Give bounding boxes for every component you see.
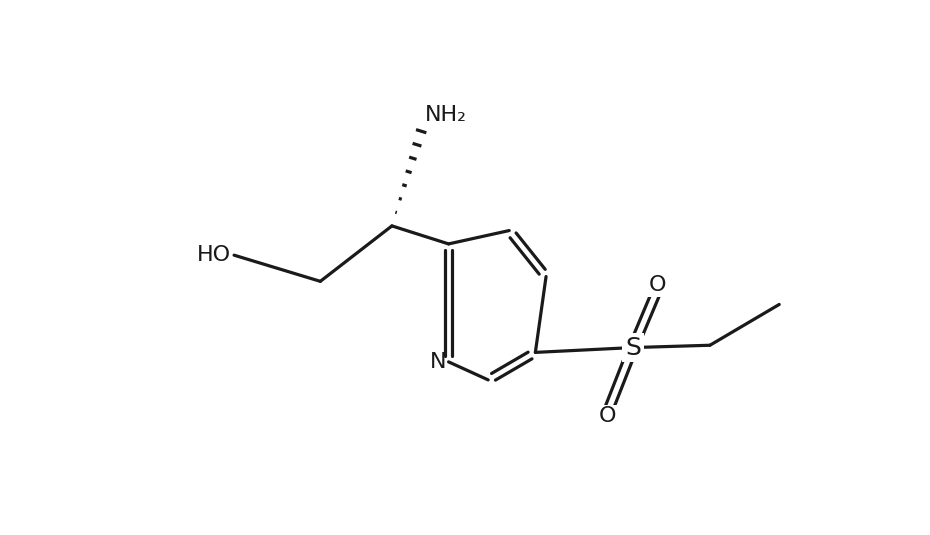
- Text: S: S: [625, 335, 641, 360]
- Text: HO: HO: [197, 245, 231, 265]
- Text: NH₂: NH₂: [425, 105, 467, 125]
- Text: O: O: [599, 406, 617, 426]
- Text: N: N: [430, 352, 446, 372]
- Text: O: O: [649, 275, 666, 295]
